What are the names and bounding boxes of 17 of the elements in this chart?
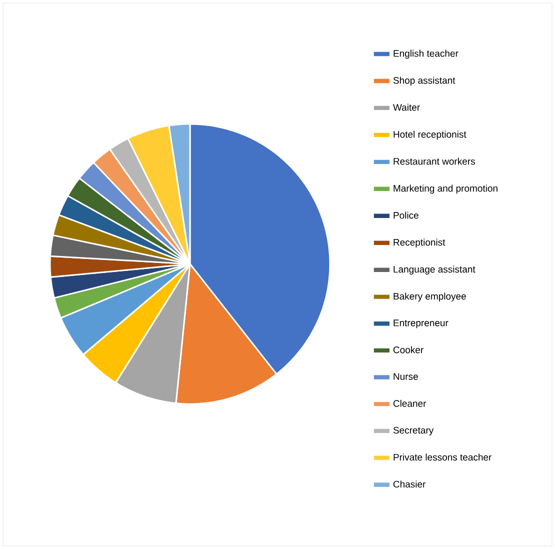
legend-label: Secretary [393, 426, 434, 436]
legend-label: Cleaner [393, 400, 426, 407]
legend-label: Nurse [394, 373, 418, 380]
legend-label: Cooker [393, 346, 424, 354]
legend-label: Receptionist [394, 238, 446, 248]
legend-label: Police [394, 212, 418, 219]
legend-label: Private lessons teacher [394, 454, 492, 461]
legend-label: English teacher [394, 50, 458, 59]
legend-label: Marketing and promotion [394, 184, 498, 194]
legend-label: Entrepreneur [394, 320, 448, 328]
legend-label: Chasier [393, 480, 426, 488]
legend-label: Bakery employee [394, 292, 466, 302]
legend-label: Shop assistant [393, 76, 456, 86]
legend-label: Language assistant [394, 266, 476, 275]
legend-label: Waiter [393, 104, 420, 111]
legend-label: Hotel receptionist [394, 130, 466, 140]
legend-label: Restaurant workers [394, 158, 475, 165]
